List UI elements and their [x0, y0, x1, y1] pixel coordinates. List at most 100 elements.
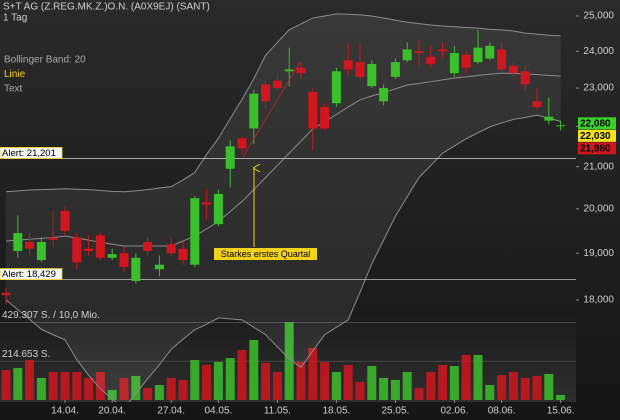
y-tick-label: 23,000 [583, 83, 614, 94]
volume-bar [178, 379, 188, 400]
candle-body [48, 237, 58, 240]
candle-body [461, 54, 471, 68]
candle-body [497, 49, 507, 70]
volume-bar [60, 371, 70, 400]
volume-bar [296, 362, 306, 400]
candle-body [249, 93, 259, 129]
y-tick-label: 24,000 [583, 46, 614, 57]
candle-body [202, 202, 212, 205]
candle-body [544, 116, 554, 121]
volume-bar [438, 364, 448, 400]
volume-bar [402, 371, 412, 400]
volume-bar [131, 375, 141, 400]
axis: 214.653 S. 429.307 S. / 10,0 Mio. Alert: 2… [0, 11, 616, 417]
x-tick-label: 15.06. [547, 406, 575, 417]
candle-body [237, 138, 247, 149]
volume-bar [13, 367, 23, 400]
volume-bar [272, 371, 282, 400]
candle-body [13, 232, 23, 251]
plot-area [0, 13, 576, 402]
x-tick-label: 27.04. [157, 406, 185, 417]
volume-bar [544, 373, 554, 400]
volume-bar [119, 377, 129, 400]
volume-bar [84, 377, 94, 400]
price-tag [578, 117, 616, 130]
volume-bar [532, 375, 542, 400]
volume-bar [1, 369, 11, 400]
alert-box [0, 268, 63, 280]
candle-body [320, 107, 330, 129]
legend-entry: Text [4, 84, 23, 95]
candle-body [36, 241, 46, 261]
bollinger-upper [5, 13, 561, 193]
candle-body [556, 125, 566, 127]
x-tick-label: 08.06. [488, 406, 516, 417]
candle-body [343, 60, 353, 70]
volume-bar [48, 371, 58, 400]
volume-bar [213, 362, 223, 400]
x-tick-label: 11.05. [264, 406, 291, 417]
x-tick-label: 04.05. [204, 406, 232, 417]
annotation-box [214, 248, 317, 260]
candle-body [225, 146, 235, 169]
volume-bar [497, 375, 507, 400]
candle-body [438, 49, 448, 52]
candle-body [355, 62, 365, 77]
volume-bar [390, 379, 400, 400]
candle-body [473, 47, 483, 63]
candle-body [485, 45, 495, 59]
candle-body [72, 237, 82, 263]
volume-bar [249, 339, 259, 400]
candle-body [190, 198, 200, 265]
volume-bar [508, 371, 518, 400]
volume-bar [154, 384, 164, 400]
candle-body [95, 235, 105, 258]
candle-body [25, 241, 35, 249]
candle-body [284, 69, 294, 72]
volume-bar [426, 371, 436, 400]
candle-body [1, 292, 11, 296]
candle-body [213, 193, 223, 225]
volume-bar [414, 388, 424, 400]
candle-body [143, 241, 153, 251]
candle-body [84, 248, 94, 251]
volume-bar [25, 360, 35, 400]
candle-body [508, 65, 518, 74]
legend-entry: Linie [4, 69, 26, 80]
price-tag [578, 129, 616, 142]
y-tick-label: 20,000 [583, 204, 614, 215]
volume-bar [166, 377, 176, 400]
volume-bar [237, 350, 247, 400]
bollinger-band-area [6, 13, 561, 402]
alert-label: Alert: 21,201 [2, 148, 56, 159]
candle-body [154, 264, 164, 270]
candle-body [178, 248, 188, 261]
volume-bar [202, 364, 212, 400]
x-tick-label: 20.04. [98, 406, 126, 417]
candle-body [426, 56, 436, 64]
y-tick-label: 19,000 [583, 248, 614, 259]
candle-body [308, 91, 318, 129]
candle-body [367, 63, 377, 87]
volume-bar [308, 347, 318, 400]
y-tick-label: 18,000 [583, 295, 614, 306]
volume-bar [485, 384, 495, 400]
price-tag-label: 22,080 [580, 118, 611, 129]
alert-box [0, 147, 63, 159]
candle-body [107, 254, 117, 258]
x-tick-label: 18.05. [322, 406, 350, 417]
annotation: Starkes erstes Quartal [221, 249, 311, 259]
candle-body [131, 257, 141, 281]
candle-body [402, 49, 412, 61]
volume-bar [379, 377, 389, 400]
volume-bar [461, 354, 471, 400]
volume-bar [343, 364, 353, 400]
volume-bar [261, 362, 271, 400]
price-tag [578, 142, 616, 155]
volume-bar [190, 360, 200, 400]
candle-body [520, 71, 530, 85]
volume-bar [355, 381, 365, 400]
volume-bar [449, 366, 459, 400]
candle-body [296, 67, 306, 74]
